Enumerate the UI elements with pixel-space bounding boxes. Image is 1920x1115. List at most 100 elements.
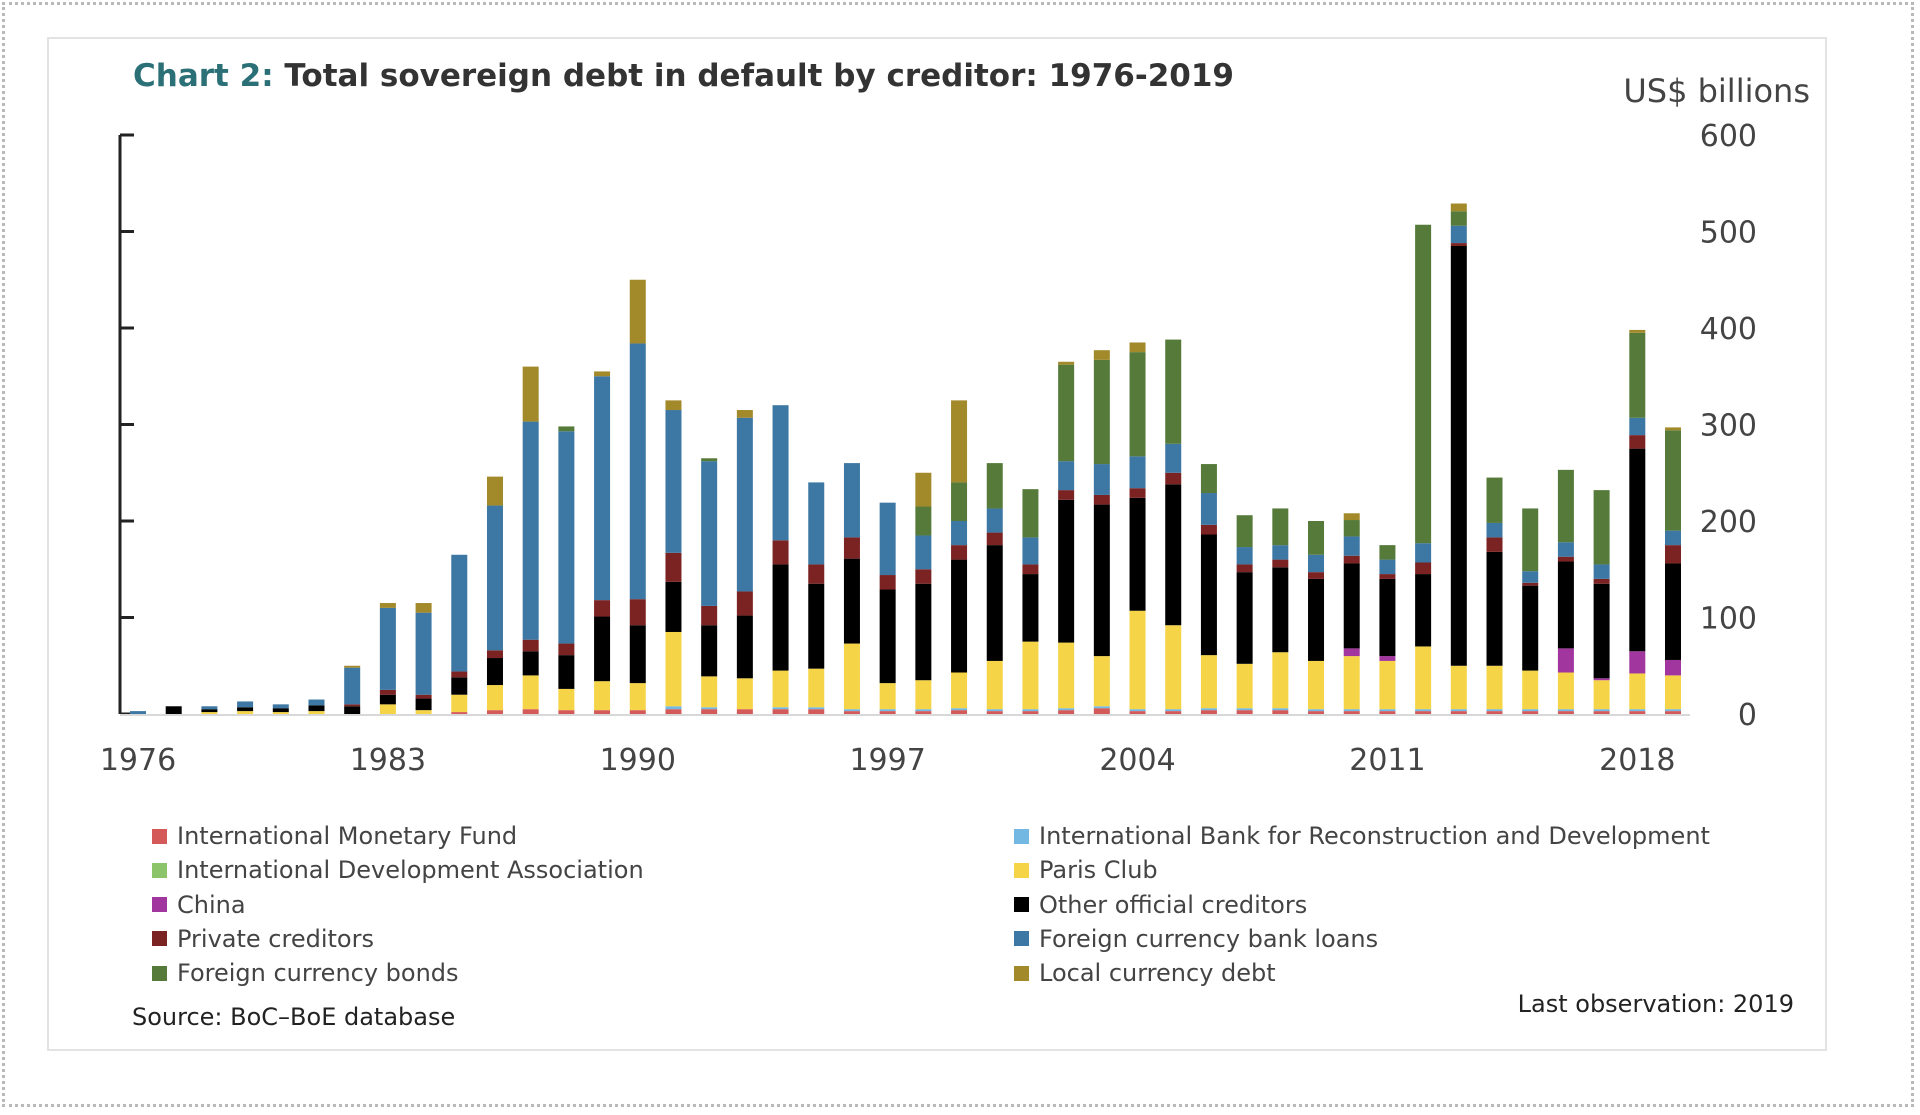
bar-segment-2016-other-official-creditors <box>1557 561 1574 649</box>
bar-segment-2013-international-monetary-fund <box>1450 711 1467 714</box>
legend-swatch <box>152 897 167 913</box>
bar-segment-1985-international-monetary-fund <box>451 712 468 714</box>
bar-segment-1991-foreign-currency-bank-loans <box>665 410 682 553</box>
bar-segment-1993-international-monetary-fund <box>736 709 753 714</box>
bar-segment-1991-international-bank-for-reconstruction-and-development <box>665 706 682 710</box>
bar-segment-1987-private-creditors <box>522 639 539 652</box>
bar-segment-2000-paris-club <box>986 660 1003 710</box>
bar-segment-1978-other-official-creditors <box>201 709 218 713</box>
bar-segment-1993-other-official-creditors <box>736 615 753 679</box>
x-tick-label: 2011 <box>1349 743 1425 778</box>
bar-segment-2018-private-creditors <box>1629 435 1646 449</box>
bar-segment-2007-paris-club <box>1236 663 1253 709</box>
chart-title-text: Total sovereign debt in default by credi… <box>273 58 1235 94</box>
bar-segment-2014-international-bank-for-reconstruction-and-development <box>1486 709 1503 712</box>
bar-segment-2009-international-bank-for-reconstruction-and-development <box>1308 709 1325 712</box>
legend-label: Local currency debt <box>1039 959 1276 988</box>
bar-segment-1995-paris-club <box>808 668 825 708</box>
bar-segment-2004-foreign-currency-bank-loans <box>1129 456 1146 489</box>
legend-item: Paris Club <box>1014 856 1158 884</box>
bar-segment-1999-foreign-currency-bonds <box>951 482 968 521</box>
bar-segment-2003-international-monetary-fund <box>1093 708 1110 714</box>
bar-segment-2016-international-bank-for-reconstruction-and-development <box>1557 709 1574 712</box>
bar-segment-2015-foreign-currency-bonds <box>1522 508 1539 572</box>
bar-segment-1984-private-creditors <box>415 694 432 699</box>
bar-segment-2000-other-official-creditors <box>986 545 1003 661</box>
bar-segment-1981-other-official-creditors <box>308 705 325 712</box>
bar-segment-2018-international-bank-for-reconstruction-and-development <box>1629 709 1646 712</box>
bar-segment-2018-local-currency-debt <box>1629 329 1646 333</box>
bar-segment-2011-paris-club <box>1379 660 1396 710</box>
bar-segment-2008-private-creditors <box>1272 559 1289 568</box>
bar-segment-2005-foreign-currency-bank-loans <box>1165 443 1182 473</box>
bar-segment-2006-foreign-currency-bank-loans <box>1200 493 1217 525</box>
bar-segment-2018-china <box>1629 651 1646 674</box>
bar-segment-2011-foreign-currency-bonds <box>1379 545 1396 560</box>
bar-segment-2001-international-monetary-fund <box>1022 711 1039 714</box>
legend-label: China <box>177 890 246 919</box>
bar-segment-2017-other-official-creditors <box>1593 583 1610 679</box>
chart-title: Chart 2: Total sovereign debt in default… <box>133 58 1234 94</box>
bar-segment-2012-other-official-creditors <box>1415 574 1432 647</box>
bar-segment-2000-foreign-currency-bank-loans <box>986 508 1003 533</box>
bar-segment-2009-international-monetary-fund <box>1308 711 1325 714</box>
legend-swatch <box>152 862 167 878</box>
bar-segment-2013-paris-club <box>1450 665 1467 710</box>
legend-item: Foreign currency bonds <box>152 959 459 987</box>
bar-segment-2004-private-creditors <box>1129 488 1146 498</box>
bar-segment-1994-other-official-creditors <box>772 564 789 671</box>
bar-segment-2006-international-monetary-fund <box>1200 710 1217 714</box>
legend-item: International Monetary Fund <box>152 822 517 850</box>
bar-segment-1979-other-official-creditors <box>237 707 254 712</box>
bar-segment-2017-paris-club <box>1593 680 1610 710</box>
bar-segment-1998-private-creditors <box>915 569 932 584</box>
bar-segment-2002-paris-club <box>1058 642 1075 709</box>
bar-segment-1985-private-creditors <box>451 671 468 678</box>
bar-segment-2019-paris-club <box>1665 675 1681 710</box>
bar-segment-2019-international-monetary-fund <box>1665 711 1681 714</box>
bar-segment-2007-other-official-creditors <box>1236 572 1253 664</box>
bar-segment-2006-international-bank-for-reconstruction-and-development <box>1200 708 1217 711</box>
bar-segment-2001-foreign-currency-bonds <box>1022 489 1039 538</box>
bar-segment-2017-private-creditors <box>1593 578 1610 584</box>
bar-segment-2003-foreign-currency-bonds <box>1093 359 1110 465</box>
bar-segment-1990-paris-club <box>629 683 646 711</box>
y-tick-label: 0 <box>1738 698 1757 733</box>
bar-segment-2010-foreign-currency-bonds <box>1343 520 1360 537</box>
bar-segment-2008-foreign-currency-bank-loans <box>1272 545 1289 560</box>
bar-segment-2009-foreign-currency-bank-loans <box>1308 554 1325 573</box>
bar-segment-2007-foreign-currency-bonds <box>1236 515 1253 548</box>
bar-segment-1999-other-official-creditors <box>951 559 968 673</box>
bar-segment-2005-paris-club <box>1165 625 1182 710</box>
bar-segment-1998-local-currency-debt <box>915 472 932 507</box>
bar-segment-2019-foreign-currency-bank-loans <box>1665 530 1681 546</box>
y-tick-label: 200 <box>1700 505 1757 540</box>
bar-segment-1998-international-bank-for-reconstruction-and-development <box>915 709 932 712</box>
bar-segment-1998-international-monetary-fund <box>915 711 932 714</box>
bar-segment-2000-private-creditors <box>986 532 1003 546</box>
bar-segment-2015-other-official-creditors <box>1522 585 1539 671</box>
bar-segment-2012-paris-club <box>1415 646 1432 710</box>
bar-segment-1985-paris-club <box>451 694 468 713</box>
bar-segment-2015-international-monetary-fund <box>1522 711 1539 714</box>
bar-segment-2010-foreign-currency-bank-loans <box>1343 536 1360 556</box>
bar-segment-1984-foreign-currency-bank-loans <box>415 612 432 695</box>
bar-segment-2013-international-bank-for-reconstruction-and-development <box>1450 709 1467 712</box>
legend-label: Other official creditors <box>1039 890 1308 919</box>
bar-segment-2003-foreign-currency-bank-loans <box>1093 464 1110 495</box>
x-tick-label: 2018 <box>1599 743 1675 778</box>
bar-segment-2017-china <box>1593 678 1610 681</box>
bar-segment-2014-foreign-currency-bonds <box>1486 477 1503 523</box>
bar-segment-2007-international-bank-for-reconstruction-and-development <box>1236 708 1253 711</box>
bar-segment-2008-international-monetary-fund <box>1272 710 1289 714</box>
x-tick-label: 1976 <box>100 743 176 778</box>
bar-segment-1993-private-creditors <box>736 591 753 616</box>
bar-segment-2004-international-monetary-fund <box>1129 711 1146 714</box>
bar-segment-2016-international-monetary-fund <box>1557 711 1574 714</box>
bar-segment-1989-international-monetary-fund <box>594 710 611 714</box>
bar-segment-2010-private-creditors <box>1343 555 1360 564</box>
legend-label: Private creditors <box>177 924 374 953</box>
bar-segment-1992-foreign-currency-bank-loans <box>701 461 718 606</box>
bar-segment-1983-paris-club <box>379 704 396 714</box>
